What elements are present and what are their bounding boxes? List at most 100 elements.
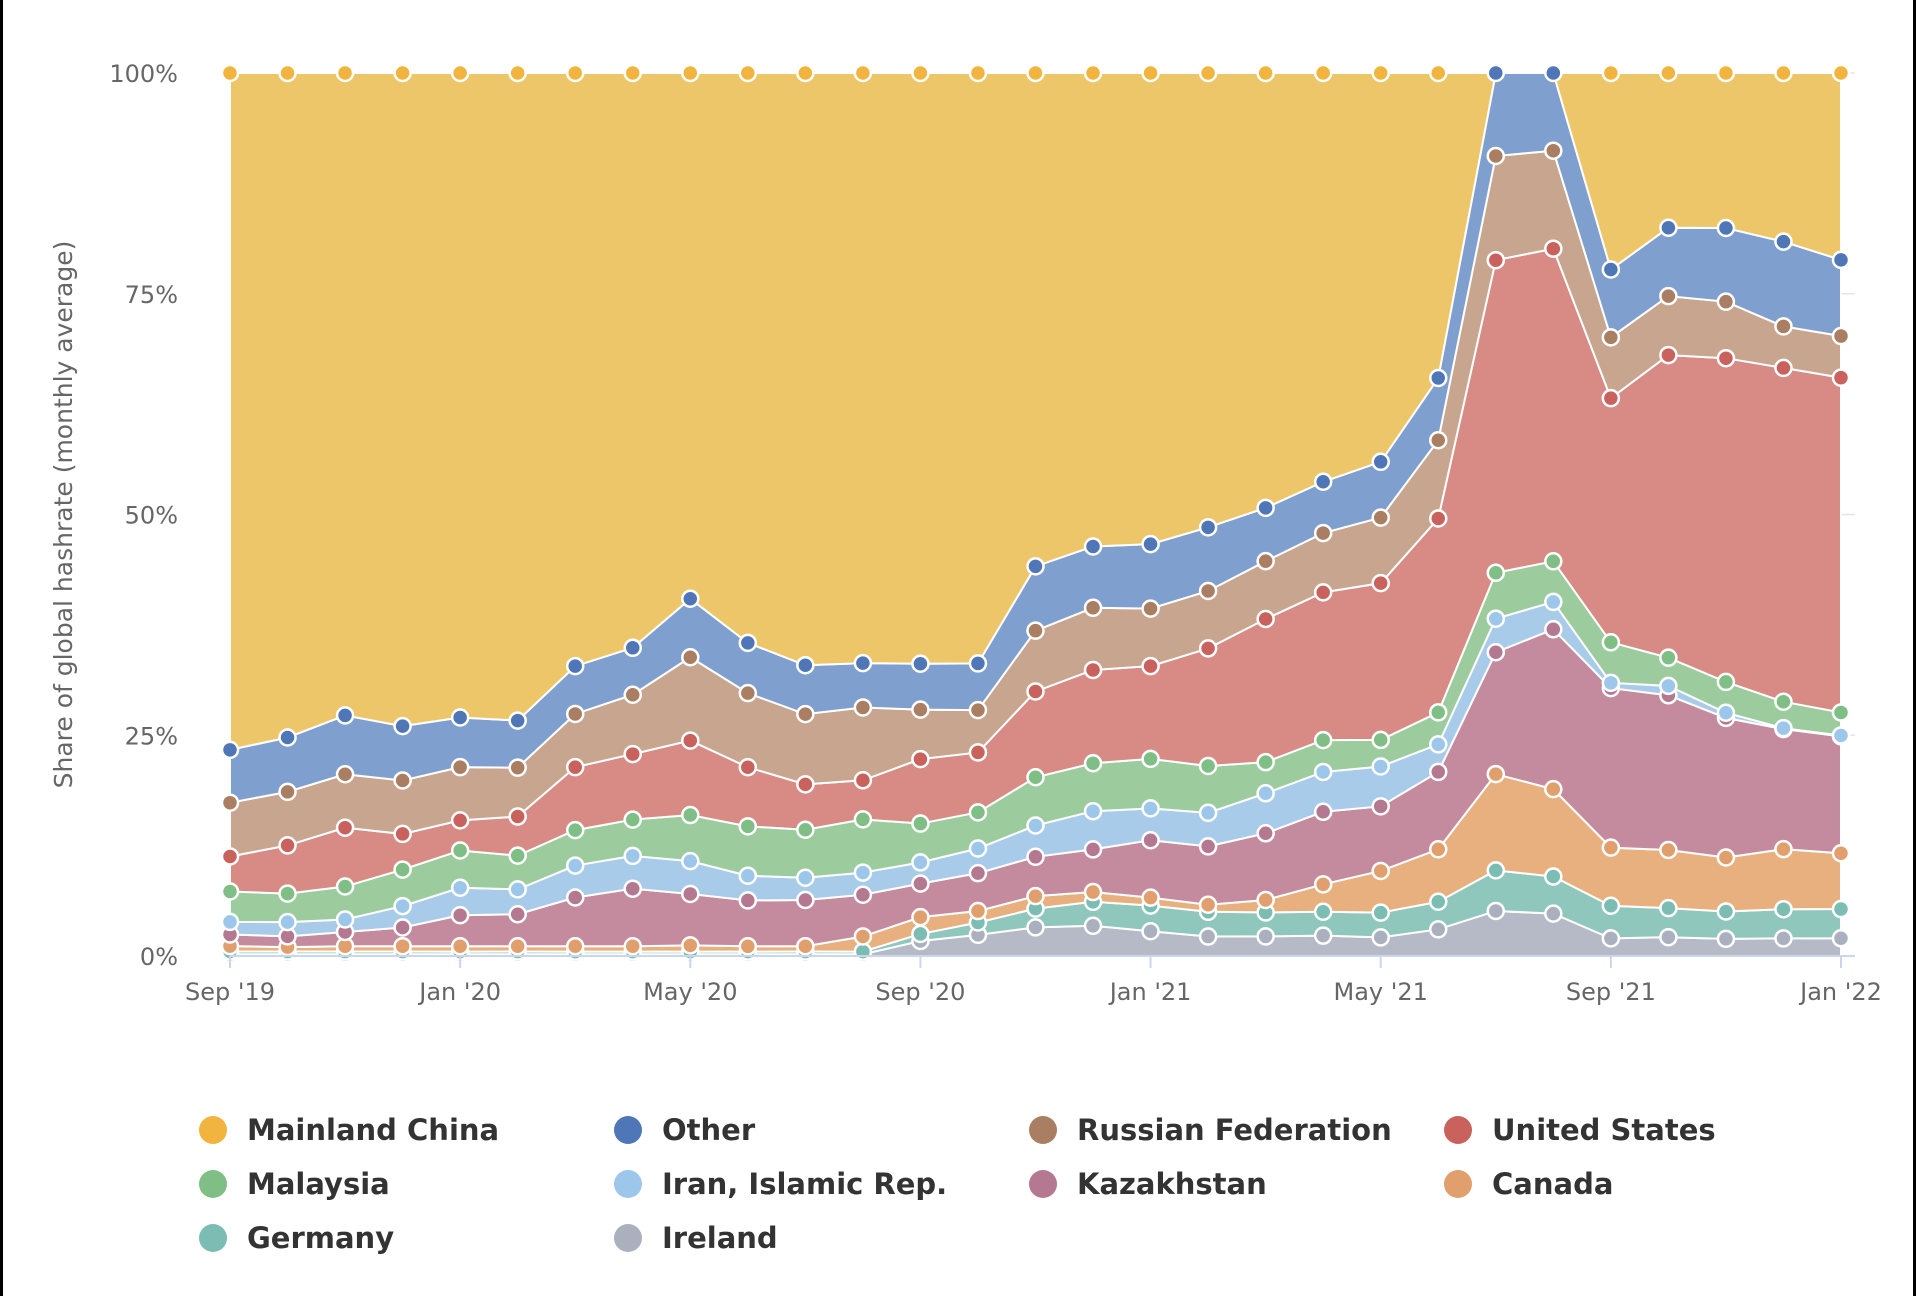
- point-other[interactable]: [911, 654, 930, 673]
- legend-item-mainland-china[interactable]: Mainland China: [199, 1113, 499, 1147]
- point-other[interactable]: [1659, 218, 1678, 237]
- point-iran-islamic-rep[interactable]: [1659, 676, 1678, 696]
- point-other[interactable]: [623, 638, 642, 658]
- point-iran-islamic-rep[interactable]: [1774, 718, 1793, 738]
- point-kazakhstan[interactable]: [450, 905, 470, 925]
- point-iran-islamic-rep[interactable]: [1026, 816, 1045, 835]
- point-germany[interactable]: [1371, 903, 1390, 922]
- point-malaysia[interactable]: [1601, 633, 1621, 652]
- point-canada[interactable]: [508, 936, 527, 956]
- point-other[interactable]: [450, 708, 470, 727]
- point-mainland-china[interactable]: [968, 63, 988, 83]
- point-united-states[interactable]: [681, 731, 700, 750]
- point-canada[interactable]: [623, 937, 642, 956]
- point-canada[interactable]: [911, 907, 930, 927]
- point-other[interactable]: [1313, 472, 1333, 492]
- point-canada[interactable]: [1313, 875, 1333, 894]
- point-other[interactable]: [853, 653, 873, 673]
- point-russian-federation[interactable]: [450, 757, 470, 777]
- point-malaysia[interactable]: [1141, 749, 1160, 769]
- point-kazakhstan[interactable]: [1256, 824, 1275, 843]
- point-iran-islamic-rep[interactable]: [623, 846, 642, 866]
- point-mainland-china[interactable]: [220, 63, 240, 83]
- point-malaysia[interactable]: [1429, 703, 1448, 722]
- point-mainland-china[interactable]: [623, 63, 642, 83]
- point-russian-federation[interactable]: [1083, 598, 1103, 618]
- point-other[interactable]: [1198, 518, 1218, 537]
- point-malaysia[interactable]: [565, 820, 585, 840]
- point-other[interactable]: [1544, 63, 1563, 83]
- point-russian-federation[interactable]: [1716, 292, 1736, 311]
- point-kazakhstan[interactable]: [1429, 762, 1448, 782]
- point-iran-islamic-rep[interactable]: [1198, 803, 1218, 823]
- point-malaysia[interactable]: [1486, 563, 1506, 583]
- point-other[interactable]: [968, 654, 988, 673]
- point-mainland-china[interactable]: [1141, 63, 1160, 83]
- point-kazakhstan[interactable]: [1313, 802, 1333, 822]
- point-canada[interactable]: [968, 901, 988, 921]
- point-iran-islamic-rep[interactable]: [1716, 703, 1736, 723]
- point-canada[interactable]: [1831, 844, 1851, 863]
- point-united-states[interactable]: [1601, 388, 1621, 408]
- point-ireland[interactable]: [1429, 920, 1448, 939]
- point-mainland-china[interactable]: [393, 63, 412, 83]
- legend-item-russian-federation[interactable]: Russian Federation: [1029, 1113, 1392, 1147]
- point-united-states[interactable]: [1544, 239, 1563, 258]
- point-united-states[interactable]: [335, 818, 355, 837]
- point-malaysia[interactable]: [1256, 752, 1275, 772]
- point-kazakhstan[interactable]: [796, 890, 815, 910]
- point-ireland[interactable]: [1544, 904, 1563, 923]
- point-russian-federation[interactable]: [278, 782, 297, 802]
- point-united-states[interactable]: [911, 749, 930, 769]
- point-russian-federation[interactable]: [393, 771, 412, 790]
- point-mainland-china[interactable]: [1774, 63, 1793, 83]
- point-russian-federation[interactable]: [335, 764, 355, 784]
- point-ireland[interactable]: [1083, 916, 1103, 936]
- point-kazakhstan[interactable]: [853, 885, 873, 905]
- point-ireland[interactable]: [1486, 901, 1506, 921]
- point-ireland[interactable]: [1716, 929, 1736, 949]
- point-mainland-china[interactable]: [1026, 63, 1045, 83]
- point-mainland-china[interactable]: [1371, 63, 1390, 83]
- point-russian-federation[interactable]: [1256, 551, 1275, 571]
- point-germany[interactable]: [1601, 896, 1621, 916]
- point-united-states[interactable]: [1141, 656, 1160, 676]
- point-canada[interactable]: [450, 936, 470, 956]
- point-other[interactable]: [1371, 452, 1390, 472]
- point-mainland-china[interactable]: [1659, 63, 1678, 83]
- point-united-states[interactable]: [796, 775, 815, 794]
- point-canada[interactable]: [1486, 764, 1506, 784]
- point-canada[interactable]: [1026, 886, 1045, 906]
- point-kazakhstan[interactable]: [393, 918, 412, 937]
- point-malaysia[interactable]: [1831, 703, 1851, 722]
- point-malaysia[interactable]: [220, 882, 240, 901]
- point-mainland-china[interactable]: [565, 63, 585, 83]
- point-united-states[interactable]: [1716, 348, 1736, 368]
- point-ireland[interactable]: [1659, 927, 1678, 947]
- point-canada[interactable]: [796, 936, 815, 956]
- point-united-states[interactable]: [1256, 609, 1275, 629]
- point-united-states[interactable]: [968, 743, 988, 762]
- point-united-states[interactable]: [1371, 573, 1390, 593]
- point-canada[interactable]: [1371, 861, 1390, 881]
- point-malaysia[interactable]: [335, 877, 355, 896]
- point-russian-federation[interactable]: [1026, 621, 1045, 640]
- point-mainland-china[interactable]: [911, 63, 930, 83]
- point-iran-islamic-rep[interactable]: [1313, 762, 1333, 782]
- point-mainland-china[interactable]: [1601, 63, 1621, 83]
- point-iran-islamic-rep[interactable]: [1831, 726, 1851, 745]
- point-mainland-china[interactable]: [1256, 63, 1275, 83]
- point-russian-federation[interactable]: [1371, 508, 1390, 527]
- point-united-states[interactable]: [1659, 345, 1678, 365]
- point-russian-federation[interactable]: [1544, 141, 1563, 160]
- point-malaysia[interactable]: [1026, 768, 1045, 787]
- point-canada[interactable]: [681, 936, 700, 955]
- point-canada[interactable]: [393, 936, 412, 956]
- point-united-states[interactable]: [1429, 509, 1448, 528]
- point-united-states[interactable]: [1774, 358, 1793, 378]
- point-other[interactable]: [1141, 534, 1160, 554]
- point-other[interactable]: [1601, 260, 1621, 279]
- point-malaysia[interactable]: [738, 817, 758, 836]
- point-germany[interactable]: [853, 942, 873, 961]
- point-germany[interactable]: [1716, 902, 1736, 921]
